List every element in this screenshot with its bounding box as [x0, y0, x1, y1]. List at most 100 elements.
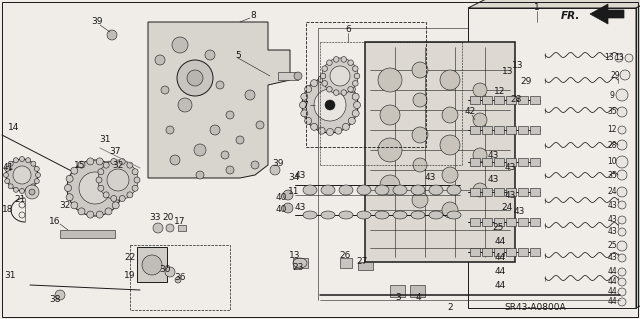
Circle shape: [473, 83, 487, 97]
Text: 32: 32: [60, 201, 70, 210]
Ellipse shape: [411, 211, 425, 219]
Circle shape: [4, 179, 10, 184]
Circle shape: [618, 216, 626, 224]
Ellipse shape: [321, 185, 335, 195]
Circle shape: [8, 184, 13, 189]
Text: 13: 13: [512, 62, 524, 70]
Bar: [494, 188, 504, 196]
Bar: [494, 158, 504, 166]
Ellipse shape: [447, 185, 461, 195]
Text: 24: 24: [607, 188, 617, 197]
Text: 2: 2: [447, 303, 453, 313]
Text: 43: 43: [607, 227, 617, 236]
Circle shape: [79, 172, 111, 204]
Circle shape: [25, 185, 39, 199]
Circle shape: [348, 60, 353, 65]
Circle shape: [473, 183, 487, 197]
Circle shape: [105, 208, 112, 215]
Circle shape: [172, 37, 188, 53]
Circle shape: [13, 187, 19, 192]
Bar: [518, 248, 528, 256]
Circle shape: [615, 54, 623, 62]
Circle shape: [301, 110, 308, 117]
Circle shape: [301, 93, 308, 100]
Circle shape: [78, 208, 85, 215]
Bar: [518, 96, 528, 104]
Polygon shape: [468, 0, 640, 8]
Circle shape: [310, 80, 317, 87]
Polygon shape: [590, 4, 624, 24]
Bar: [60, 230, 115, 238]
Circle shape: [187, 70, 203, 86]
Bar: [137, 247, 167, 282]
Circle shape: [96, 211, 103, 218]
Text: 13: 13: [502, 68, 514, 77]
Circle shape: [322, 81, 328, 86]
Text: 21: 21: [14, 196, 26, 204]
Circle shape: [112, 202, 119, 209]
Circle shape: [440, 70, 460, 90]
Text: FR.: FR.: [561, 11, 580, 21]
Ellipse shape: [303, 211, 317, 219]
Circle shape: [127, 162, 133, 168]
Text: 25: 25: [492, 224, 504, 233]
Circle shape: [196, 171, 204, 179]
Text: 44: 44: [607, 278, 617, 286]
Circle shape: [87, 158, 94, 165]
Text: 34: 34: [288, 174, 300, 182]
Circle shape: [342, 123, 349, 130]
Circle shape: [132, 185, 138, 191]
Circle shape: [205, 50, 215, 60]
Circle shape: [161, 86, 169, 94]
Circle shape: [618, 298, 626, 306]
Circle shape: [473, 148, 487, 162]
Bar: [506, 126, 516, 134]
Text: 30: 30: [159, 265, 171, 275]
Circle shape: [31, 161, 36, 166]
Circle shape: [26, 158, 31, 163]
Circle shape: [305, 117, 312, 124]
Text: 31: 31: [99, 136, 111, 145]
Bar: [530, 96, 540, 104]
Circle shape: [325, 100, 335, 110]
Circle shape: [118, 184, 125, 191]
Text: 39: 39: [92, 18, 103, 26]
Ellipse shape: [429, 185, 443, 195]
Circle shape: [378, 68, 402, 92]
Text: 43: 43: [487, 175, 499, 184]
Text: 40: 40: [275, 194, 287, 203]
Text: 13: 13: [604, 54, 614, 63]
Circle shape: [111, 159, 116, 165]
Circle shape: [413, 158, 427, 172]
Text: 43: 43: [504, 164, 516, 173]
Bar: [494, 126, 504, 134]
Circle shape: [302, 77, 358, 133]
Ellipse shape: [447, 211, 461, 219]
Text: 8: 8: [250, 11, 256, 19]
Circle shape: [283, 190, 293, 200]
Text: 25: 25: [607, 241, 617, 250]
Circle shape: [442, 202, 458, 218]
Circle shape: [175, 277, 181, 283]
Circle shape: [412, 192, 428, 208]
Circle shape: [270, 165, 280, 175]
Circle shape: [71, 167, 78, 174]
Bar: [482, 158, 492, 166]
Bar: [365, 42, 515, 262]
Circle shape: [96, 177, 102, 183]
Circle shape: [617, 140, 627, 150]
Text: 13: 13: [289, 250, 301, 259]
Circle shape: [13, 166, 31, 184]
Text: 29: 29: [520, 78, 532, 86]
Text: 16: 16: [49, 218, 61, 226]
Circle shape: [119, 196, 125, 202]
Circle shape: [380, 105, 400, 125]
Bar: [506, 248, 516, 256]
Circle shape: [166, 224, 174, 232]
Bar: [278, 72, 298, 80]
Text: 19: 19: [124, 271, 136, 279]
Text: 44: 44: [494, 254, 506, 263]
Text: 27: 27: [356, 257, 368, 266]
Bar: [494, 218, 504, 226]
Circle shape: [4, 167, 10, 171]
